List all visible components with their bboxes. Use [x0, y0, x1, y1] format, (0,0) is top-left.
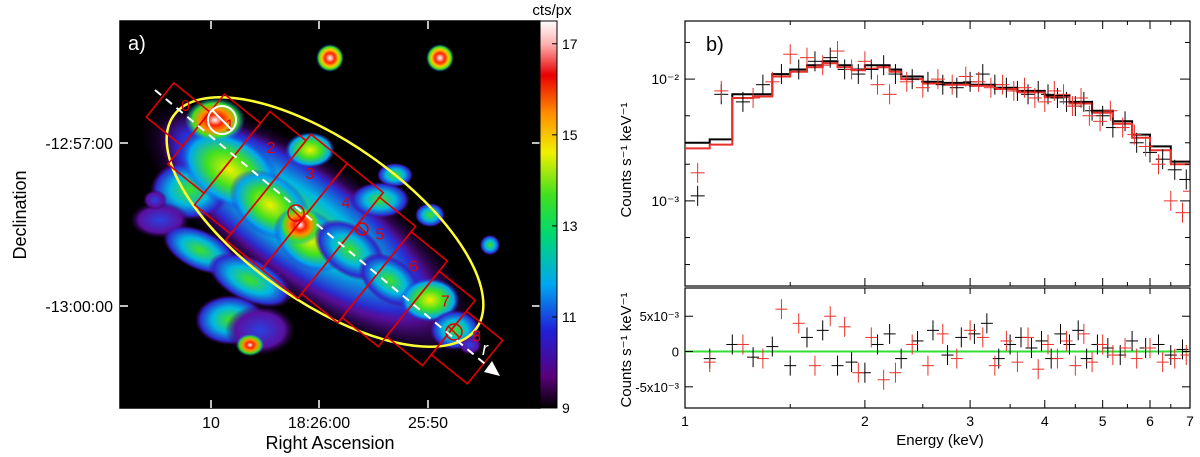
colorbar-tick-label: 13	[562, 218, 578, 234]
region-label-6: 6	[409, 259, 418, 276]
excluded-sources	[207, 105, 463, 341]
panel-a-label: a)	[128, 33, 146, 55]
region-box-8	[430, 309, 504, 385]
x-tick-label: 5	[1099, 413, 1107, 429]
region-label-0: 0	[181, 98, 190, 115]
spectrum-plot	[685, 41, 1190, 223]
colorbar-tick-label: 9	[562, 400, 570, 416]
x-tick-10: 10	[202, 415, 220, 432]
spectrum-ticks: 1 2 3 4 5 6 7 10⁻³ 10⁻² 5x10⁻³ 0 -5x10⁻³	[635, 21, 1194, 429]
y-tick-12-57-00: -12:57:00	[45, 136, 113, 153]
x-tick-label: 7	[1186, 413, 1194, 429]
image-ticks	[120, 21, 540, 408]
region-label-4: 4	[342, 195, 351, 212]
region-label-1: 1	[225, 117, 234, 134]
r-label: r	[482, 339, 489, 359]
x-tick-25-50: 25:50	[408, 415, 448, 432]
colorbar: cts/px 17 15 13 11 9	[532, 2, 577, 416]
radial-axis-arrow	[154, 89, 491, 369]
x-tick-18-26-00: 18:26:00	[288, 415, 350, 432]
x-tick-label: 6	[1146, 413, 1154, 429]
residual-frame	[684, 287, 1191, 409]
panel-b-label: b)	[706, 34, 724, 56]
colorbar-tick-label: 15	[562, 127, 578, 143]
residual-y-label: -5x10⁻³	[635, 380, 679, 395]
residual-y-label: 5x10⁻³	[640, 309, 680, 324]
region-box-5	[300, 196, 417, 325]
spectrum-frame	[684, 20, 1191, 287]
x-tick-label: 4	[1041, 413, 1049, 429]
arrow-head	[484, 361, 500, 376]
region-box-7	[385, 269, 477, 367]
x-tick-label: 1	[681, 413, 689, 429]
energy-x-title: Energy (keV)	[896, 432, 984, 449]
spectrum-y-title: Counts s⁻¹ keV⁻¹	[618, 102, 635, 217]
extraction-ellipse	[165, 96, 485, 348]
region-label-5: 5	[376, 227, 385, 244]
image-panel: 0 1 2 3 4 5 6 7 8 r a) 10	[10, 2, 578, 453]
colorbar-tick-label: 11	[562, 309, 577, 325]
region-label-3: 3	[305, 166, 314, 183]
region-boxes: 0 1 2 3 4 5 6 7 8	[145, 81, 504, 385]
colorbar-title: cts/px	[532, 2, 572, 19]
colorbar-ticks: 17 15 13 11 9	[552, 36, 578, 416]
region-box-6	[340, 230, 449, 348]
colorbar-tick-label: 17	[562, 36, 578, 52]
x-tick-label: 3	[966, 413, 974, 429]
y-tick-13-00-00: -13:00:00	[45, 299, 113, 316]
point-sources	[316, 44, 454, 72]
spectrum-panel: 1 2 3 4 5 6 7 10⁻³ 10⁻² 5x10⁻³ 0 -5x10⁻³ b) Counts …	[618, 20, 1194, 449]
residual-y-title: Counts s⁻¹ keV⁻¹	[618, 292, 635, 407]
region-box-4	[260, 162, 385, 300]
emission-map: 0 1 2 3 4 5 6 7 8	[130, 44, 504, 385]
y-tick-label: 10⁻²	[651, 71, 679, 87]
y-tick-label: 10⁻³	[651, 193, 679, 209]
residual-plot	[685, 299, 1190, 390]
region-label-8: 8	[472, 329, 481, 346]
x-tick-label: 2	[861, 413, 869, 429]
region-label-2: 2	[267, 140, 276, 157]
y-axis-title: Declination	[10, 170, 30, 259]
residual-y-label: 0	[672, 345, 679, 360]
region-label-7: 7	[441, 293, 450, 310]
x-axis-title: Right Ascension	[265, 433, 394, 453]
